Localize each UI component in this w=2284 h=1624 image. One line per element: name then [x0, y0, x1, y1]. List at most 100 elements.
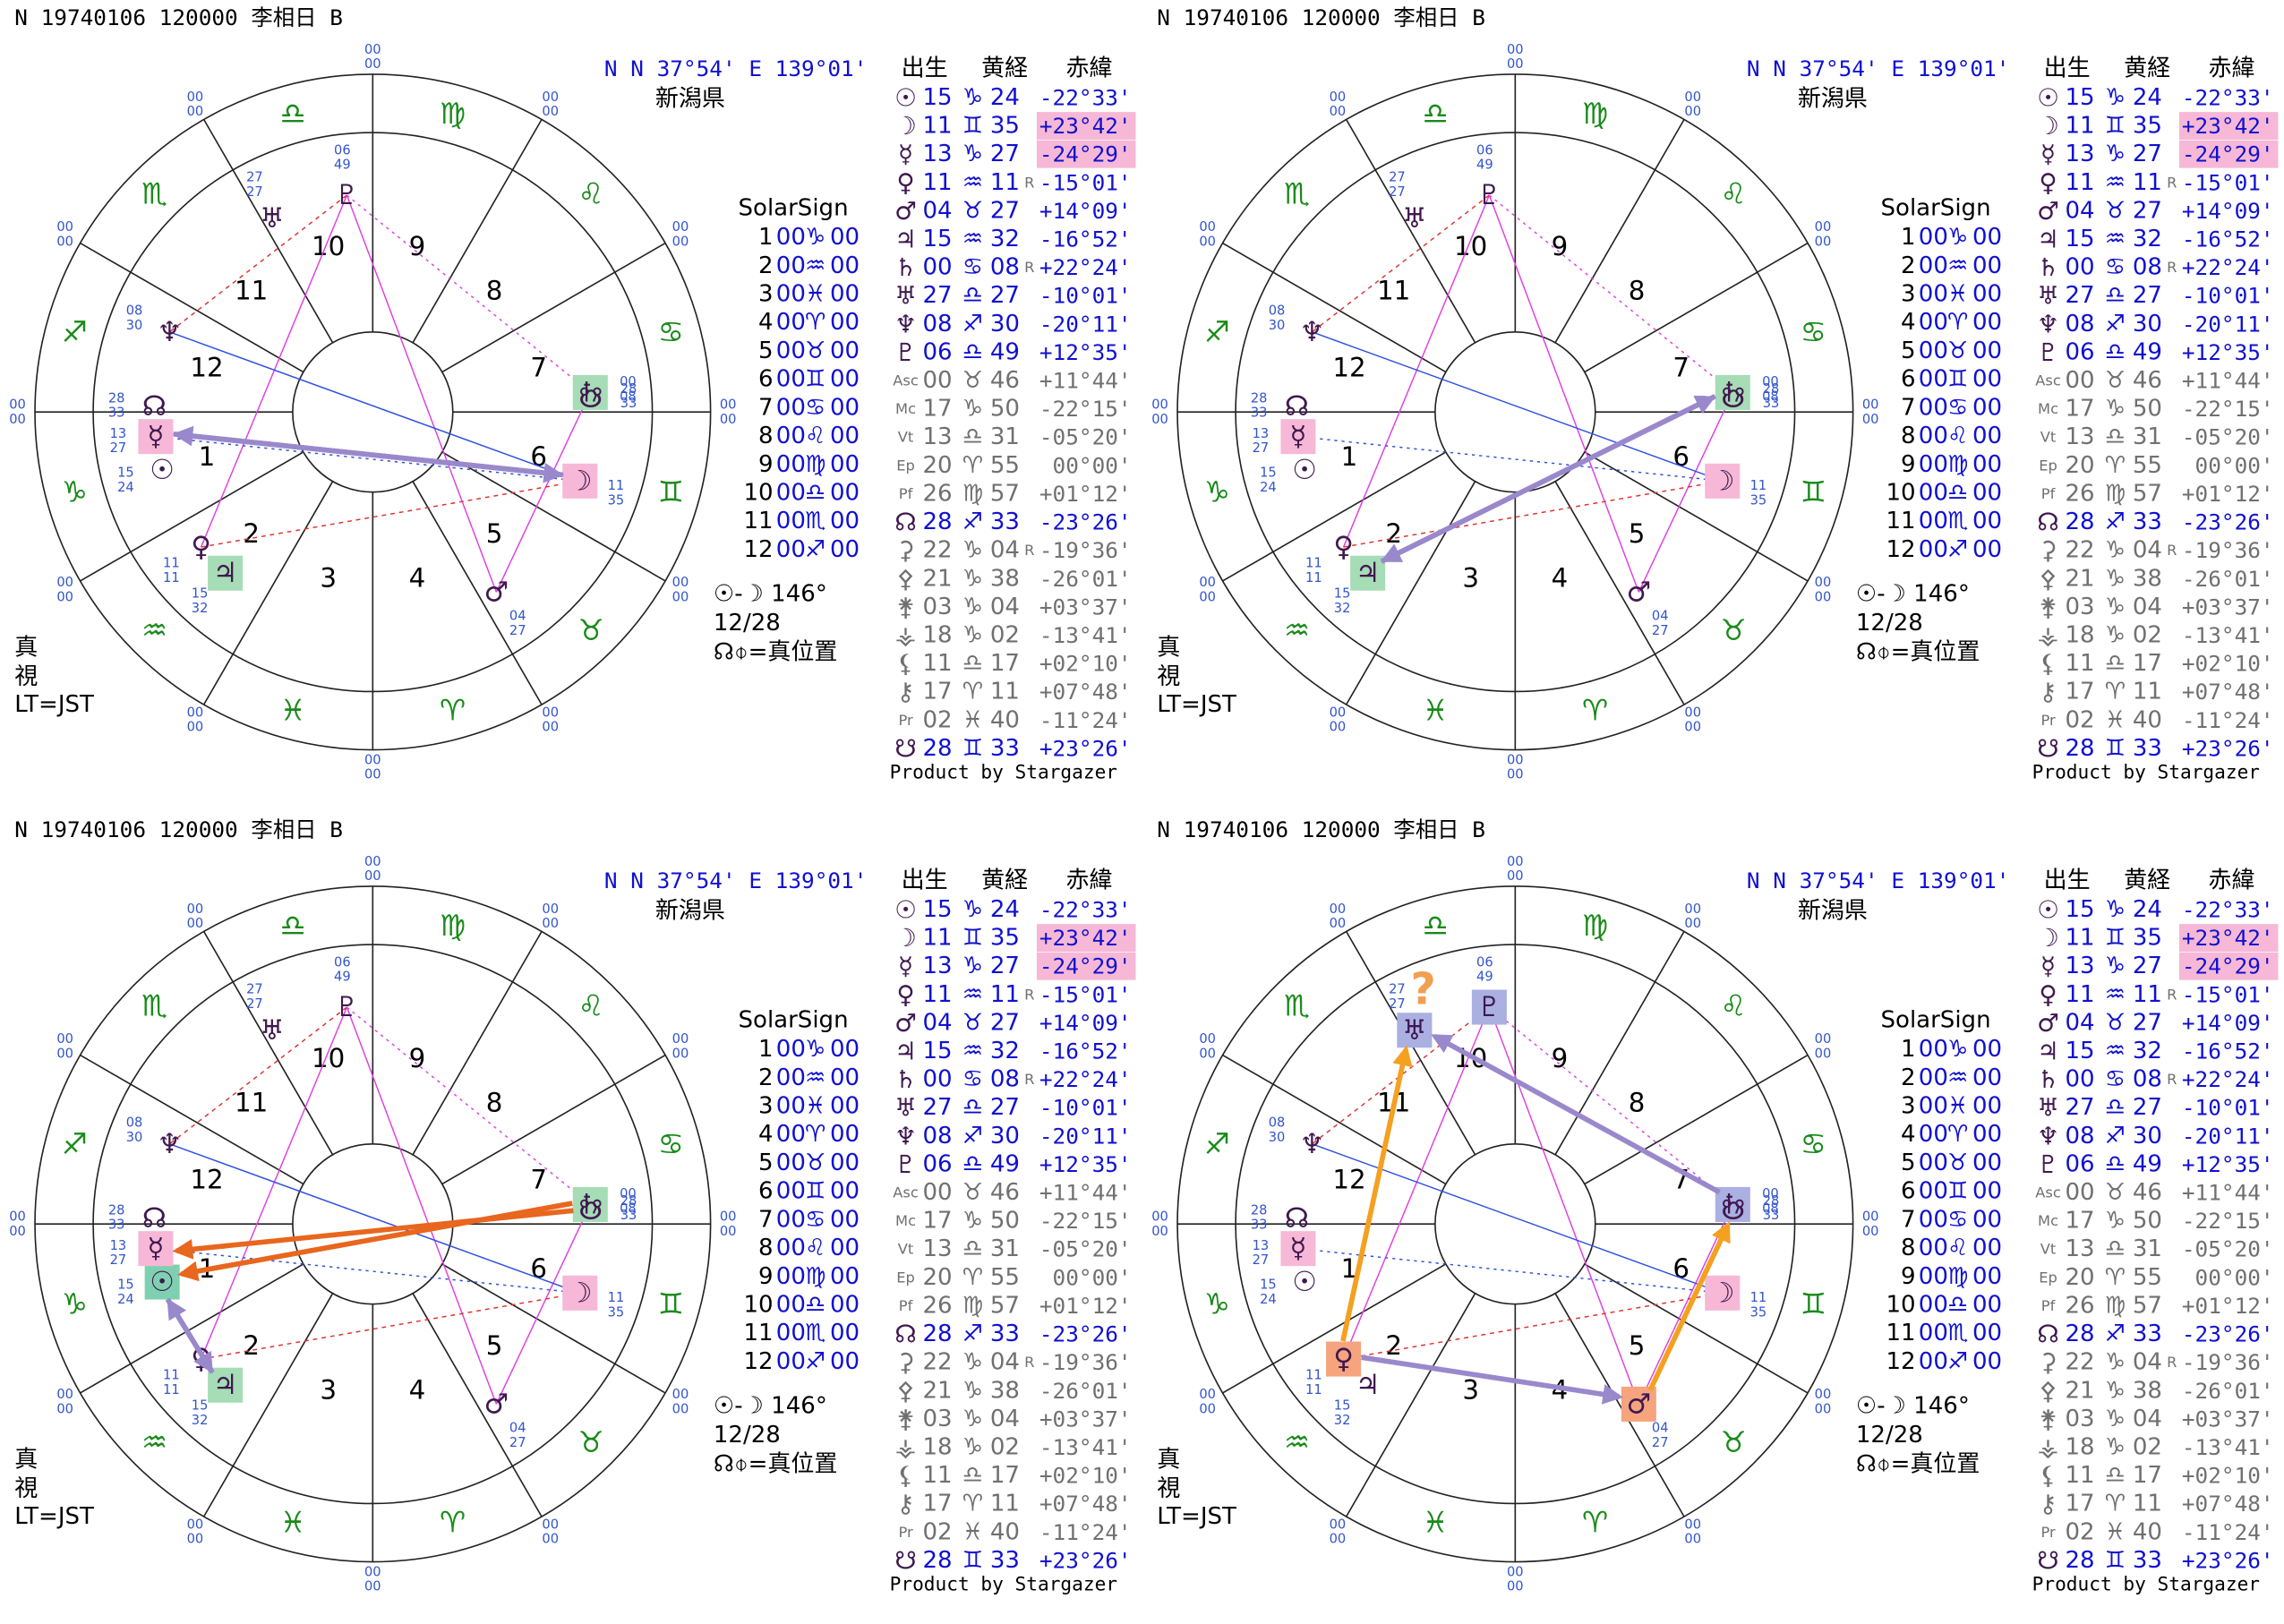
house-deg: 00	[776, 1235, 806, 1261]
row-decl: +22°24'	[1039, 254, 1132, 280]
planet-highlight	[1396, 1013, 1432, 1048]
row-decl: 00°00'	[2194, 1264, 2273, 1290]
house-cusp	[202, 1293, 334, 1517]
cusp-min: 00	[1329, 720, 1346, 735]
row-deg: 03	[922, 1406, 952, 1432]
row-sign: ♎	[2104, 1462, 2125, 1489]
row-sign: ♑	[962, 396, 983, 423]
row-symbol: ☊	[2037, 508, 2059, 537]
house-deg: 00	[776, 1292, 806, 1319]
row-deg: 02	[922, 706, 952, 733]
row-symbol: ♅	[2037, 281, 2059, 311]
row-decl: -16°52'	[2181, 227, 2273, 252]
row-decl: +23°42'	[1039, 925, 1132, 951]
row-min: 35	[990, 113, 1020, 140]
zodiac-sign: ♓	[280, 693, 306, 727]
planet-highlight	[1621, 1386, 1656, 1422]
planet-deg: 04	[509, 1421, 526, 1436]
row-sign: ♒	[962, 981, 983, 1008]
row-sign: ♎	[2104, 1094, 2125, 1121]
row-sign: ♑	[2104, 1349, 2125, 1376]
cusp-deg: 00	[187, 902, 204, 917]
row-sign: ♑	[962, 1377, 983, 1404]
chart-panel: N 19740106 120000 李相日 B N N 37°54' E 139°…	[9, 816, 1136, 1594]
row-symbol: Pf	[899, 1297, 914, 1314]
wheel-house-number: 4	[409, 1375, 426, 1406]
cusp-min: 00	[1507, 868, 1524, 884]
row-sign: ♍	[2104, 480, 2125, 507]
wheel-house-number: 8	[1628, 276, 1645, 306]
row-sign: ♑	[2104, 1208, 2125, 1235]
planet-glyph: ♃	[213, 1369, 238, 1401]
cusp-min: 00	[56, 589, 73, 604]
row-symbol: ⚵	[896, 592, 914, 621]
planet-glyph: ☿	[147, 1233, 164, 1265]
house-number: 1	[758, 1036, 774, 1063]
planet-min: 35	[1749, 492, 1766, 508]
row-symbol: Vt	[2040, 429, 2056, 446]
row-sign: ♎	[2104, 423, 2125, 450]
row-deg: 00	[922, 254, 952, 281]
house-min: 00	[830, 1121, 860, 1148]
row-deg: 13	[922, 953, 952, 979]
planet-deg: 11	[608, 1290, 625, 1305]
row-min: 31	[990, 1235, 1020, 1262]
row-decl: -24°29'	[1039, 953, 1132, 979]
solar-sign-title: SolarSign	[1880, 1007, 1990, 1034]
row-min: 27	[2132, 1009, 2161, 1036]
row-symbol: ♇	[2037, 338, 2059, 367]
planet-glyph: ♀	[191, 531, 211, 563]
house-min: 00	[830, 1064, 860, 1091]
row-sign: ♒	[962, 1038, 983, 1064]
zodiac-sign: ♋	[658, 315, 684, 349]
house-cusp	[1221, 451, 1446, 582]
row-sign: ♓	[962, 706, 983, 733]
row-symbol: ☉	[894, 894, 917, 924]
row-symbol: ☋	[894, 1545, 917, 1575]
row-deg: 17	[922, 1208, 952, 1235]
row-min: 11	[990, 679, 1020, 705]
row-symbol: ⚴	[896, 1376, 914, 1406]
solar-sign-title: SolarSign	[1880, 195, 1990, 222]
row-min: 38	[990, 1377, 1020, 1404]
house-min: 00	[830, 1093, 860, 1120]
row-decl: -10°01'	[1039, 1095, 1132, 1121]
row-min: 02	[2132, 1433, 2161, 1460]
aspect-line	[201, 480, 580, 548]
row-deg: 26	[2065, 1292, 2094, 1319]
house-deg: 00	[1918, 1036, 1947, 1063]
row-symbol: Ep	[896, 1269, 915, 1286]
planet-glyph: ☽	[1709, 465, 1734, 497]
row-deg: 15	[2065, 1038, 2094, 1064]
house-number: 9	[758, 451, 774, 478]
wheel-house-number: 5	[1628, 518, 1645, 549]
row-decl: +22°24'	[1039, 1066, 1132, 1092]
house-number: 12	[1886, 1348, 1915, 1375]
row-symbol: ♄	[894, 252, 917, 282]
wheel-house-number: 9	[1551, 231, 1568, 261]
row-symbol: ☽	[894, 111, 917, 141]
house-deg: 00	[1918, 1263, 1947, 1290]
planet-highlight	[1715, 1186, 1750, 1222]
chart-panel: N 19740106 120000 李相日 B N N 37°54' E 139°…	[1151, 816, 2278, 1594]
planet-highlight	[1325, 1341, 1361, 1377]
house-number: 3	[758, 1093, 774, 1120]
row-deg: 21	[2065, 565, 2094, 592]
house-min: 00	[830, 1178, 860, 1205]
row-decl: +23°26'	[1039, 735, 1132, 761]
cusp-min: 00	[1684, 720, 1701, 735]
house-deg: 00	[776, 281, 806, 308]
row-min: 33	[2132, 735, 2161, 762]
wheel-house-number: 7	[1672, 353, 1689, 383]
row-min: 33	[2132, 509, 2161, 535]
row-symbol: ♃	[2037, 1037, 2059, 1066]
wheel-house-number: 10	[1454, 231, 1487, 261]
cusp-deg: 00	[672, 1387, 689, 1402]
row-decl: 00°00'	[2194, 452, 2273, 478]
house-sign: ♒	[805, 252, 825, 279]
row-decl: +23°42'	[1039, 113, 1132, 139]
aspect-line	[200, 1006, 348, 1360]
left-label: 視	[1157, 663, 1180, 690]
row-sign: ♎	[2104, 282, 2125, 309]
planet-deg: 06	[1476, 954, 1493, 970]
